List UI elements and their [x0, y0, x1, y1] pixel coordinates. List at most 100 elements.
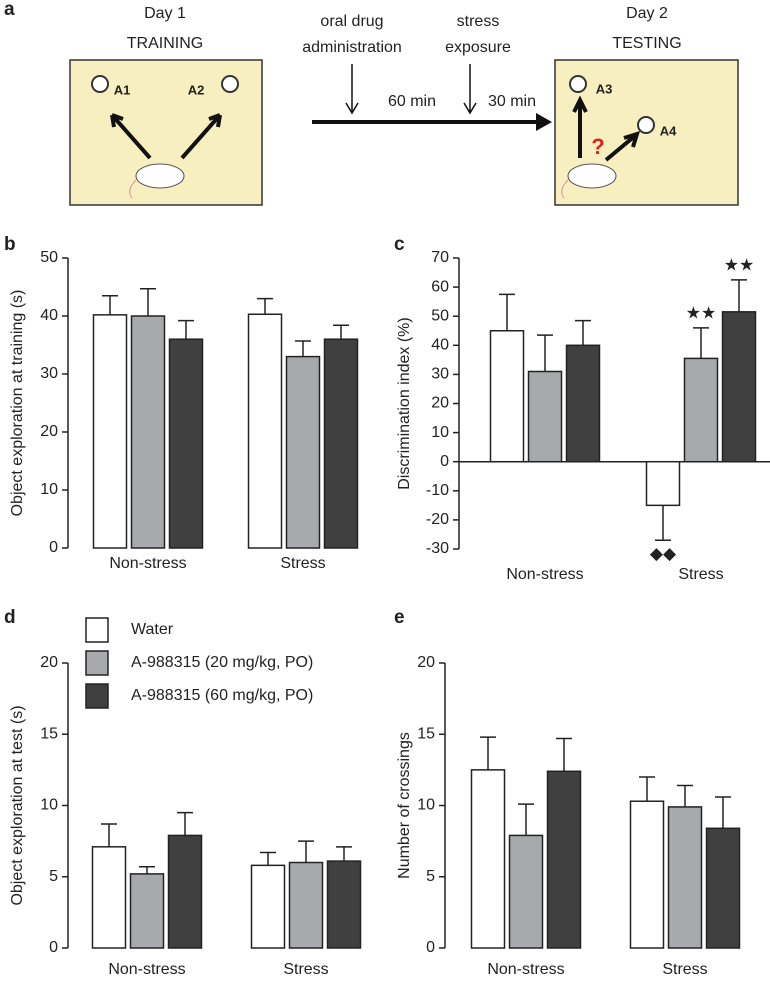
y-tick-label: 0	[426, 939, 435, 956]
bulb	[569, 75, 587, 93]
arrow	[572, 95, 641, 162]
legend-swatch	[85, 617, 109, 643]
question-mark: ?	[591, 134, 604, 159]
error-bar	[575, 319, 591, 346]
y-axis-label: Object exploration at test (s)	[9, 705, 26, 905]
legend-swatch	[85, 650, 109, 676]
significance-marker: ◆◆	[650, 544, 677, 563]
bar	[527, 370, 563, 463]
day-label: Day 2	[626, 5, 668, 22]
object-label: A2	[188, 82, 205, 97]
bar	[285, 355, 321, 549]
mouse-tail	[561, 179, 569, 199]
error-bar	[480, 736, 496, 770]
x-tick-label: Non-stress	[108, 961, 185, 978]
arrow	[110, 113, 222, 160]
object-label: A4	[660, 123, 677, 138]
error-bar	[257, 297, 273, 315]
bar	[721, 311, 757, 463]
error-bar	[298, 840, 314, 863]
bar	[546, 770, 582, 949]
phase-label: TRAINING	[127, 35, 203, 52]
mouse	[567, 163, 617, 189]
bar	[683, 357, 719, 463]
error-bar	[537, 334, 553, 372]
y-tick-label: 50	[431, 307, 449, 324]
error-bar	[715, 796, 731, 829]
error-bar	[295, 340, 311, 357]
error-bar	[336, 846, 352, 862]
bar	[130, 315, 166, 549]
y-tick-label: 40	[40, 307, 58, 324]
bar	[326, 860, 362, 949]
y-tick-label: 0	[49, 539, 58, 556]
bar	[565, 344, 601, 463]
panel-label: e	[394, 607, 405, 628]
y-tick-label: 30	[40, 365, 58, 382]
error-bar	[178, 319, 194, 340]
y-tick-label: 10	[40, 797, 58, 814]
error-bar	[499, 293, 515, 331]
y-tick-label: 20	[40, 654, 58, 671]
step-label: administration	[302, 39, 402, 56]
error-bar	[677, 784, 693, 807]
y-tick-label: 20	[431, 395, 449, 412]
bar	[645, 460, 681, 507]
panel-label: d	[4, 607, 16, 628]
object-label: A1	[114, 82, 131, 97]
error-bar	[655, 505, 671, 542]
bar-chart: c Discrimination index (%) -30 -20 -10 0 10 20 3…	[394, 234, 770, 583]
bar	[91, 846, 127, 949]
bar	[629, 800, 665, 949]
step-label: stress	[457, 13, 500, 30]
error-bar	[333, 324, 349, 340]
mouse-tail	[129, 179, 137, 199]
significance-marker: ★★	[686, 303, 716, 322]
y-tick-label: 5	[426, 868, 435, 885]
error-bar	[260, 851, 276, 866]
legend-label: Water	[131, 621, 174, 638]
bar	[247, 313, 283, 549]
error-bar	[556, 737, 572, 772]
interval-label: 60 min	[388, 93, 436, 110]
object-label: A3	[596, 81, 613, 96]
y-tick-label: 10	[417, 797, 435, 814]
error-bar	[518, 803, 534, 836]
significance-marker: ★★	[724, 255, 754, 274]
panel-label: c	[394, 234, 405, 255]
phase-label: TESTING	[612, 35, 681, 52]
bar-chart: b Object exploration at training (s) 0 10 20…	[4, 234, 359, 572]
bar	[489, 330, 525, 463]
bar	[167, 834, 203, 949]
step-label: exposure	[445, 39, 511, 56]
error-bar	[139, 866, 155, 874]
y-tick-label: 30	[431, 366, 449, 383]
y-tick-label: 20	[40, 423, 58, 440]
y-tick-label: 40	[431, 337, 449, 354]
y-tick-label: 15	[417, 725, 435, 742]
step-label: oral drug	[320, 13, 383, 30]
interval-label: 30 min	[488, 93, 536, 110]
y-tick-label: 70	[431, 249, 449, 266]
y-axis-label: Number of crossings	[396, 732, 413, 879]
bar	[508, 834, 544, 949]
y-tick-label: 50	[40, 249, 58, 266]
bulb	[637, 116, 655, 134]
bar	[92, 314, 128, 549]
y-tick-label: 5	[49, 868, 58, 885]
y-tick-label: -30	[426, 540, 449, 557]
bulb	[221, 75, 239, 93]
bar	[129, 873, 165, 949]
error-bar	[177, 811, 193, 836]
y-tick-label: 10	[431, 424, 449, 441]
x-tick-label: Non-stress	[487, 961, 564, 978]
error-bar	[140, 287, 156, 316]
bar	[470, 769, 506, 949]
x-tick-label: Stress	[280, 555, 325, 572]
y-axis-label: Object exploration at training (s)	[9, 290, 26, 517]
y-tick-label: 0	[49, 939, 58, 956]
bar	[288, 861, 324, 949]
y-tick-label: -10	[426, 482, 449, 499]
arrow	[345, 64, 477, 115]
